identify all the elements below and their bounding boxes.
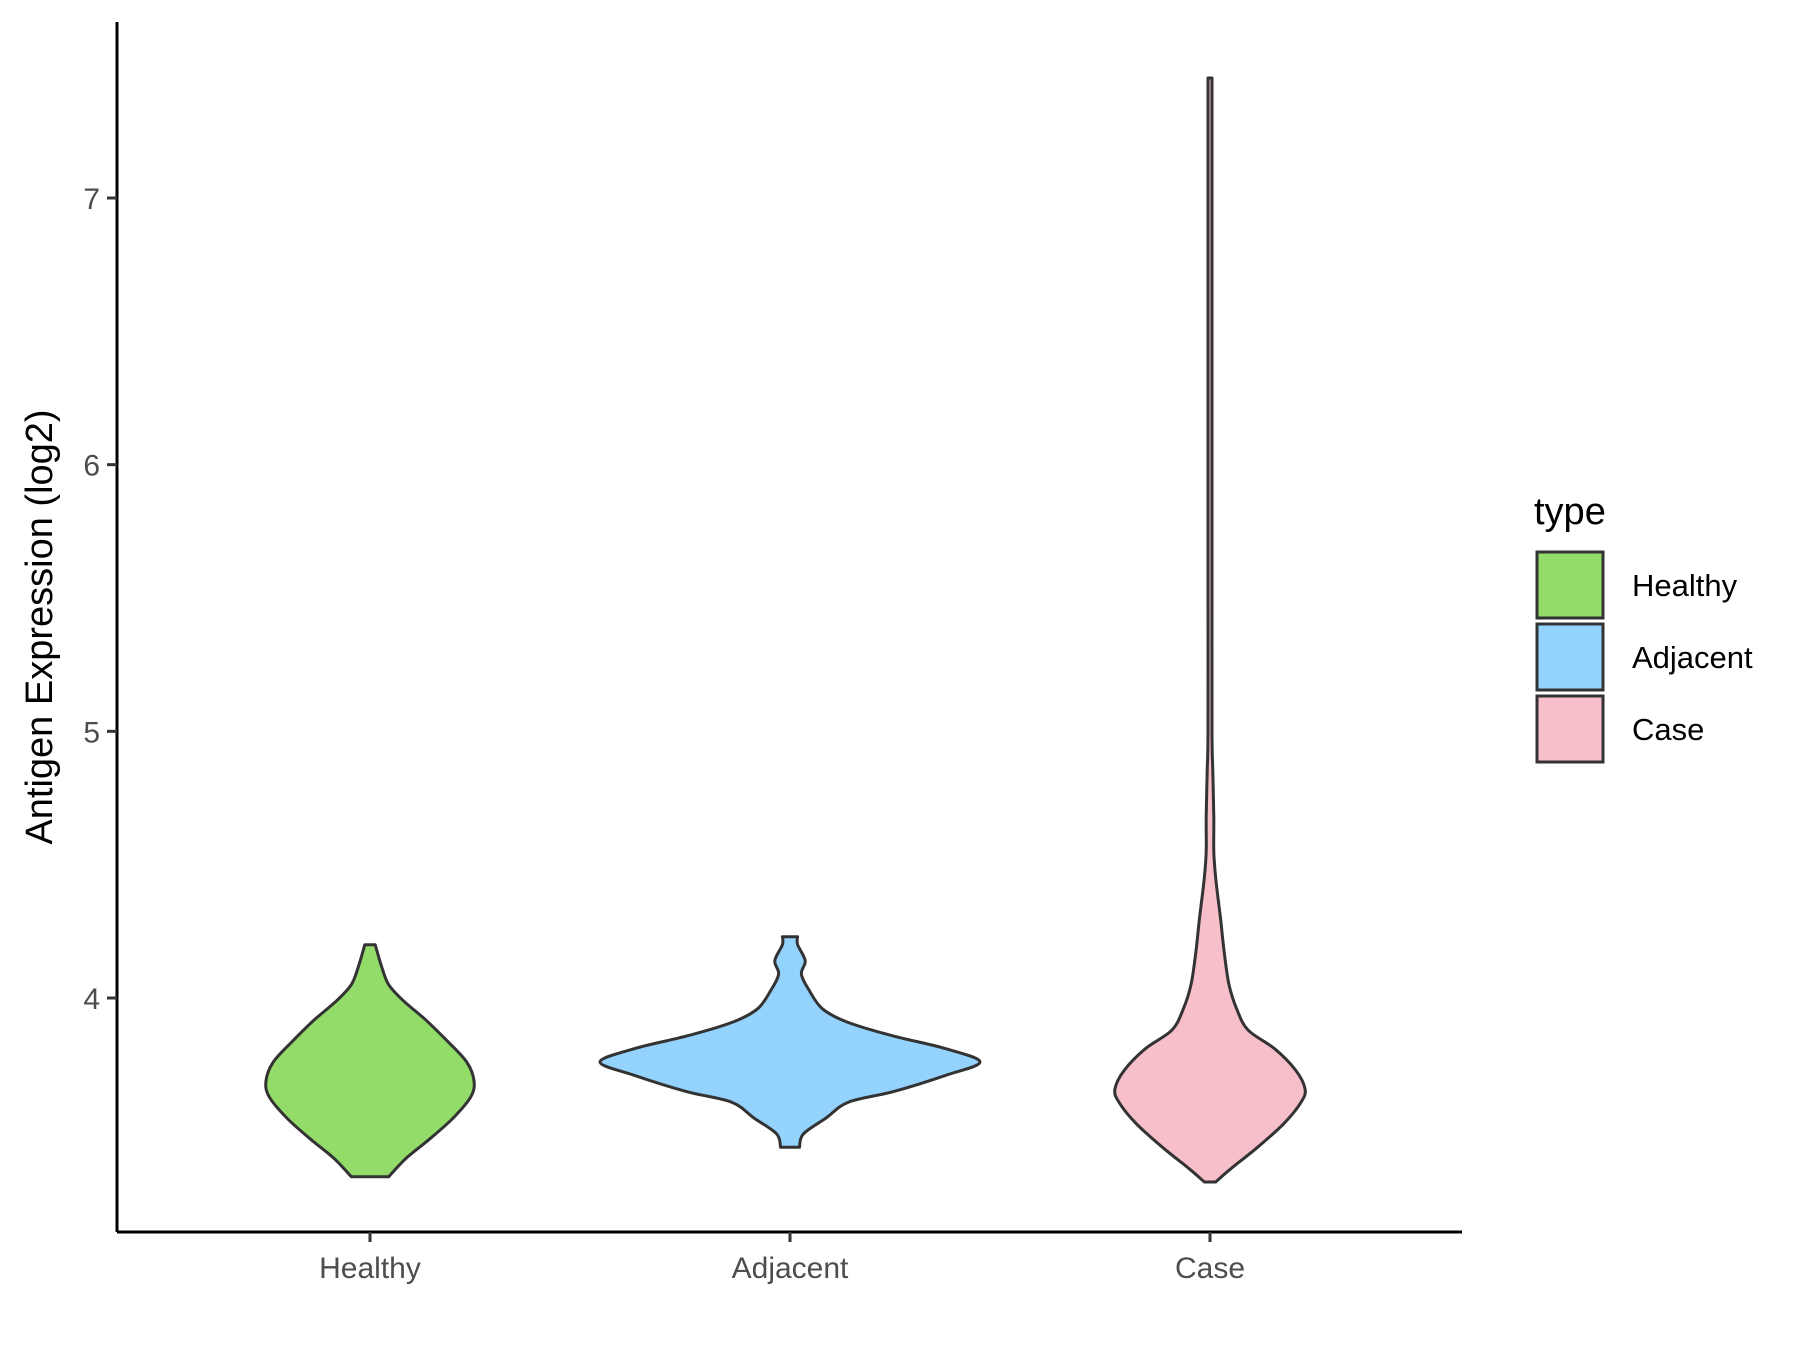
violins-layer xyxy=(264,76,1307,1184)
legend-label: Healthy xyxy=(1632,568,1738,603)
y-ticks: 4 5 6 7 xyxy=(83,183,117,1016)
legend-items: Healthy Adjacent Case xyxy=(1535,550,1753,764)
y-tick-label: 4 xyxy=(83,983,100,1016)
legend-label: Adjacent xyxy=(1632,640,1753,675)
legend: type Healthy Adjacent Case xyxy=(1534,491,1753,764)
legend-key-adjacent xyxy=(1535,622,1605,692)
y-axis-title: Antigen Expression (log2) xyxy=(19,409,61,844)
x-tick-label: Healthy xyxy=(319,1252,421,1285)
y-tick-label: 7 xyxy=(83,183,100,216)
legend-title: type xyxy=(1534,491,1606,533)
x-ticks: Healthy Adjacent Case xyxy=(319,1232,1245,1285)
legend-key-healthy xyxy=(1535,550,1605,620)
y-tick-label: 6 xyxy=(83,450,100,483)
legend-label: Case xyxy=(1632,712,1704,747)
x-tick-label: Adjacent xyxy=(732,1252,849,1285)
violin-healthy xyxy=(264,943,476,1179)
violin-adjacent xyxy=(598,935,982,1149)
legend-key-case xyxy=(1535,694,1605,764)
x-tick-label: Case xyxy=(1175,1252,1245,1285)
y-tick-label: 5 xyxy=(83,716,100,749)
violin-case xyxy=(1113,76,1307,1184)
